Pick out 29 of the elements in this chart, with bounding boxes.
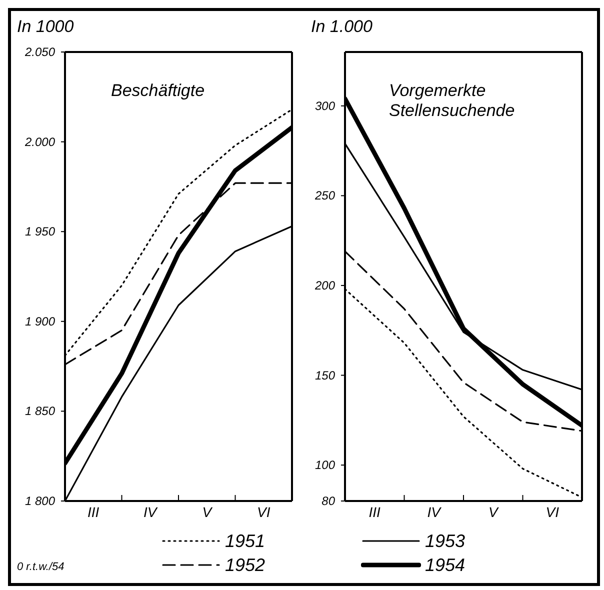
- y-axis-title: In 1000: [17, 17, 74, 37]
- legend-label: 1952: [225, 554, 266, 576]
- y-tick-label: 2.000: [24, 134, 56, 149]
- y-tick-label: 100: [314, 458, 336, 472]
- text: Vorgemerkte Stellensuchende: [389, 81, 516, 121]
- y-tick-label: 200: [314, 278, 336, 292]
- y-tick-label: 80: [322, 494, 336, 508]
- legend-label: 1954: [425, 554, 466, 576]
- x-tick-label: IV: [144, 504, 158, 520]
- y-axis-title: In 1.000: [311, 17, 372, 37]
- x-tick-label: V: [488, 504, 500, 520]
- y-tick-label: 1 900: [24, 314, 56, 328]
- x-tick-label: IV: [427, 504, 442, 520]
- legend-label: 1953: [425, 530, 466, 552]
- text: 0 r.t.w./54: [17, 561, 64, 573]
- y-tick-label: 2.050: [24, 45, 56, 59]
- x-tick-label: VI: [546, 504, 560, 520]
- x-tick-label: V: [202, 504, 214, 520]
- x-tick-label: III: [88, 504, 100, 520]
- y-tick-label: 1 800: [24, 494, 56, 508]
- y-tick-label: 250: [314, 188, 336, 203]
- y-tick-label: 1 950: [24, 224, 56, 239]
- y-tick-label: 1 850: [24, 404, 56, 418]
- x-tick-label: III: [368, 504, 381, 520]
- legend-label: 1951: [225, 530, 266, 552]
- x-tick-label: VI: [257, 504, 270, 520]
- text: Beschäftigte: [111, 81, 206, 101]
- y-tick-label: 300: [314, 98, 336, 113]
- y-tick-label: 150: [314, 368, 336, 382]
